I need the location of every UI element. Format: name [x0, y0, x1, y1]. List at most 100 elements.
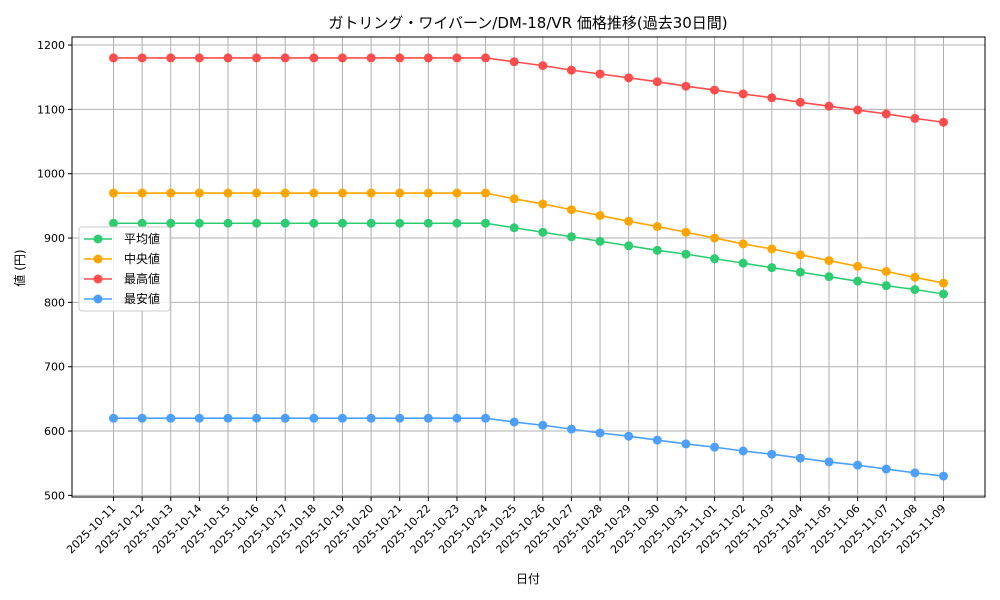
- data-point: [481, 413, 491, 423]
- data-point: [710, 254, 720, 264]
- data-point: [366, 53, 376, 63]
- data-point: [767, 263, 777, 273]
- data-point: [681, 249, 691, 259]
- data-point: [309, 218, 319, 228]
- series-line: [113, 57, 944, 124]
- data-point: [337, 218, 347, 228]
- legend-marker: [93, 274, 103, 284]
- data-point: [652, 221, 662, 231]
- data-point: [395, 218, 405, 228]
- data-point: [795, 97, 805, 107]
- data-point: [280, 413, 290, 423]
- data-point: [481, 218, 491, 228]
- plot-frame: [71, 36, 986, 498]
- data-point: [137, 188, 147, 198]
- data-point: [795, 250, 805, 260]
- data-point: [710, 85, 720, 95]
- data-point: [452, 413, 462, 423]
- data-point: [481, 53, 491, 63]
- y-axis-label: 値 (円): [12, 249, 27, 286]
- data-point: [223, 218, 233, 228]
- data-point: [223, 188, 233, 198]
- data-point: [939, 471, 948, 481]
- y-tick-label: 1100: [37, 103, 65, 116]
- data-point: [137, 53, 147, 63]
- data-point: [166, 413, 176, 423]
- data-point: [223, 413, 233, 423]
- data-point: [652, 245, 662, 255]
- data-point: [194, 218, 204, 228]
- data-point: [566, 232, 576, 242]
- data-point: [710, 233, 720, 243]
- data-point: [252, 413, 262, 423]
- data-point: [137, 413, 147, 423]
- data-point: [252, 188, 262, 198]
- data-point: [738, 239, 748, 249]
- data-point: [853, 460, 863, 470]
- data-point: [423, 188, 433, 198]
- series-2: [109, 53, 948, 127]
- legend-label: 最安値: [124, 291, 160, 306]
- series-1: [109, 188, 948, 288]
- data-point: [652, 435, 662, 445]
- data-point: [910, 285, 920, 295]
- data-point: [767, 449, 777, 459]
- legend-marker: [93, 234, 103, 244]
- data-point: [337, 188, 347, 198]
- data-point: [566, 424, 576, 434]
- legend-marker: [93, 294, 103, 304]
- data-point: [595, 211, 605, 221]
- data-point: [452, 218, 462, 228]
- data-point: [109, 218, 118, 228]
- data-point: [566, 65, 576, 75]
- x-axis-label: 日付: [516, 572, 540, 586]
- data-point: [509, 223, 519, 233]
- data-point: [395, 53, 405, 63]
- chart-title: ガトリング・ワイバーン/DM-18/VR 価格推移(過去30日間): [328, 14, 727, 32]
- data-point: [595, 428, 605, 438]
- data-point: [280, 218, 290, 228]
- data-point: [881, 281, 891, 291]
- data-point: [366, 413, 376, 423]
- legend-marker: [93, 254, 103, 264]
- data-point: [309, 413, 319, 423]
- y-tick-label: 600: [44, 425, 65, 438]
- data-point: [738, 446, 748, 456]
- data-point: [824, 272, 834, 282]
- data-point: [738, 89, 748, 99]
- data-point: [166, 218, 176, 228]
- data-point: [223, 53, 233, 63]
- data-point: [109, 53, 118, 63]
- data-point: [194, 53, 204, 63]
- series-0: [109, 218, 948, 299]
- data-point: [194, 188, 204, 198]
- data-point: [252, 218, 262, 228]
- data-point: [824, 256, 834, 266]
- y-tick-label: 900: [44, 232, 65, 245]
- data-point: [595, 69, 605, 79]
- data-point: [309, 53, 319, 63]
- data-point: [881, 267, 891, 277]
- data-point: [194, 413, 204, 423]
- data-point: [452, 188, 462, 198]
- data-point: [624, 431, 634, 441]
- series-line: [113, 222, 944, 295]
- data-point: [853, 276, 863, 286]
- data-point: [795, 267, 805, 277]
- data-point: [939, 278, 948, 288]
- data-point: [538, 227, 548, 237]
- data-point: [681, 439, 691, 449]
- data-point: [109, 413, 118, 423]
- data-point: [710, 442, 720, 452]
- data-point: [767, 93, 777, 103]
- data-point: [423, 413, 433, 423]
- data-point: [509, 194, 519, 204]
- series-line: [113, 192, 944, 284]
- data-point: [423, 218, 433, 228]
- data-point: [395, 413, 405, 423]
- y-tick-label: 1000: [37, 168, 65, 181]
- data-point: [538, 61, 548, 71]
